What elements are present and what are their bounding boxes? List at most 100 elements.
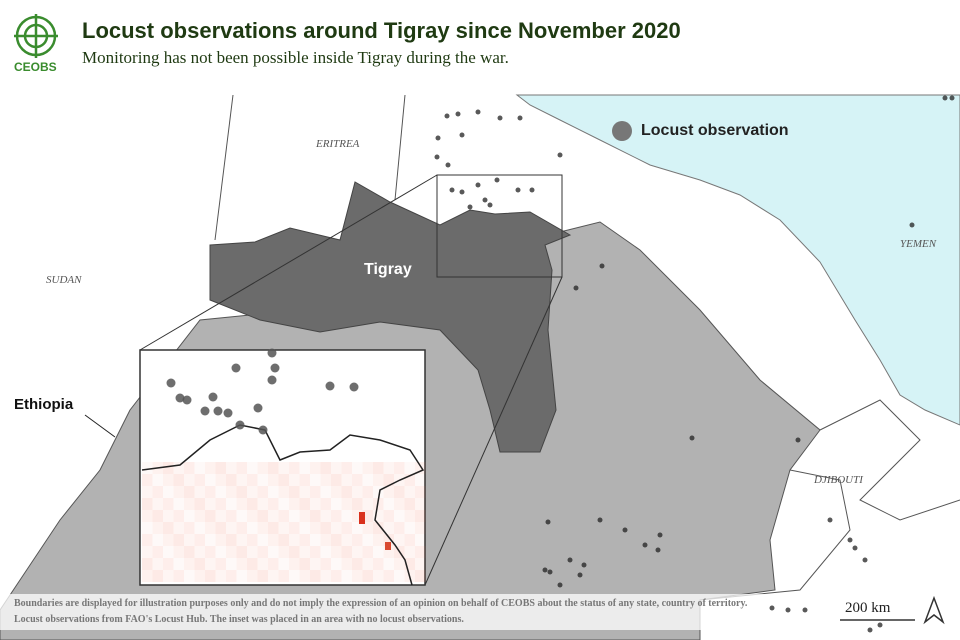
inset-cell [331,558,342,570]
observation [802,607,808,613]
inset-cell [331,462,342,474]
inset-cell [341,534,352,546]
border [699,469,851,601]
inset-cell [320,546,331,558]
inset-cell [383,486,394,498]
inset-cell [278,498,289,510]
observation [434,154,440,160]
observation [459,132,465,138]
observation [444,113,450,119]
observation [445,162,451,168]
observation [349,382,359,392]
inset-cell [247,546,258,558]
inset-cell [152,486,163,498]
inset-cell [236,462,247,474]
inset-cell [299,510,310,522]
observation [208,392,218,402]
country-label: Ethiopia [14,396,74,413]
inset-cell [184,486,195,498]
inset-cell [373,462,384,474]
inset-cell [289,522,300,534]
inset-cell [373,534,384,546]
inset-cell [215,462,226,474]
inset-cell [173,522,184,534]
inset-cell [310,546,321,558]
inset-cell [383,462,394,474]
inset-cell [341,462,352,474]
inset-cell [152,522,163,534]
inset-cell [142,534,153,546]
inset-cell [215,570,226,582]
observation [467,204,473,210]
inset-cell [142,522,153,534]
inset-cell [394,522,405,534]
inset-cell [163,474,174,486]
inset-cell [236,534,247,546]
inset-cell [184,534,195,546]
inset-cell [404,534,415,546]
legend-label: Locust observation [641,122,789,139]
observation [449,187,455,193]
inset-cell [184,510,195,522]
inset-cell [415,486,426,498]
inset-cell [142,570,153,582]
inset-cell [278,558,289,570]
observation [325,381,335,391]
inset-cell [268,558,279,570]
inset-cell [257,474,268,486]
title: Locust observations around Tigray since … [82,18,681,43]
border [394,94,406,201]
observation [785,607,791,613]
inset-cell [415,558,426,570]
inset-cell [373,522,384,534]
inset-cell [299,522,310,534]
inset-cell [331,498,342,510]
observation [657,532,663,538]
inset-cell [289,498,300,510]
inset-cell [268,522,279,534]
inset-cell [268,570,279,582]
inset-cell [142,546,153,558]
inset-cell [173,558,184,570]
inset-cell [394,486,405,498]
inset-cell [310,474,321,486]
inset-cell [299,558,310,570]
inset-cell [404,546,415,558]
inset-cell [163,534,174,546]
inset-cell [173,474,184,486]
inset-cell [257,546,268,558]
inset-cell [320,570,331,582]
observation [827,517,833,523]
inset-cell [184,570,195,582]
inset-cell [215,486,226,498]
observation [909,222,915,228]
inset-cell [394,534,405,546]
observation [557,582,563,588]
inset-cell [331,510,342,522]
inset-cell [394,462,405,474]
inset-cell [310,462,321,474]
observation [482,197,488,203]
observation [852,545,858,551]
inset-cell [247,474,258,486]
inset-cell [373,546,384,558]
inset-cell [383,522,394,534]
inset-cell [152,498,163,510]
inset-cell [184,522,195,534]
inset-cell [373,558,384,570]
observation [557,152,563,158]
inset-cell [404,522,415,534]
inset-cell [415,474,426,486]
observation [642,542,648,548]
observation [655,547,661,553]
inset-cell [331,570,342,582]
inset-cell [278,546,289,558]
inset-cell [362,546,373,558]
inset-cell [268,474,279,486]
observation [253,403,263,413]
inset-cell [215,498,226,510]
inset-cell [289,486,300,498]
inset-cell [257,534,268,546]
inset-cell [362,498,373,510]
subtitle: Monitoring has not been possible inside … [82,48,509,67]
